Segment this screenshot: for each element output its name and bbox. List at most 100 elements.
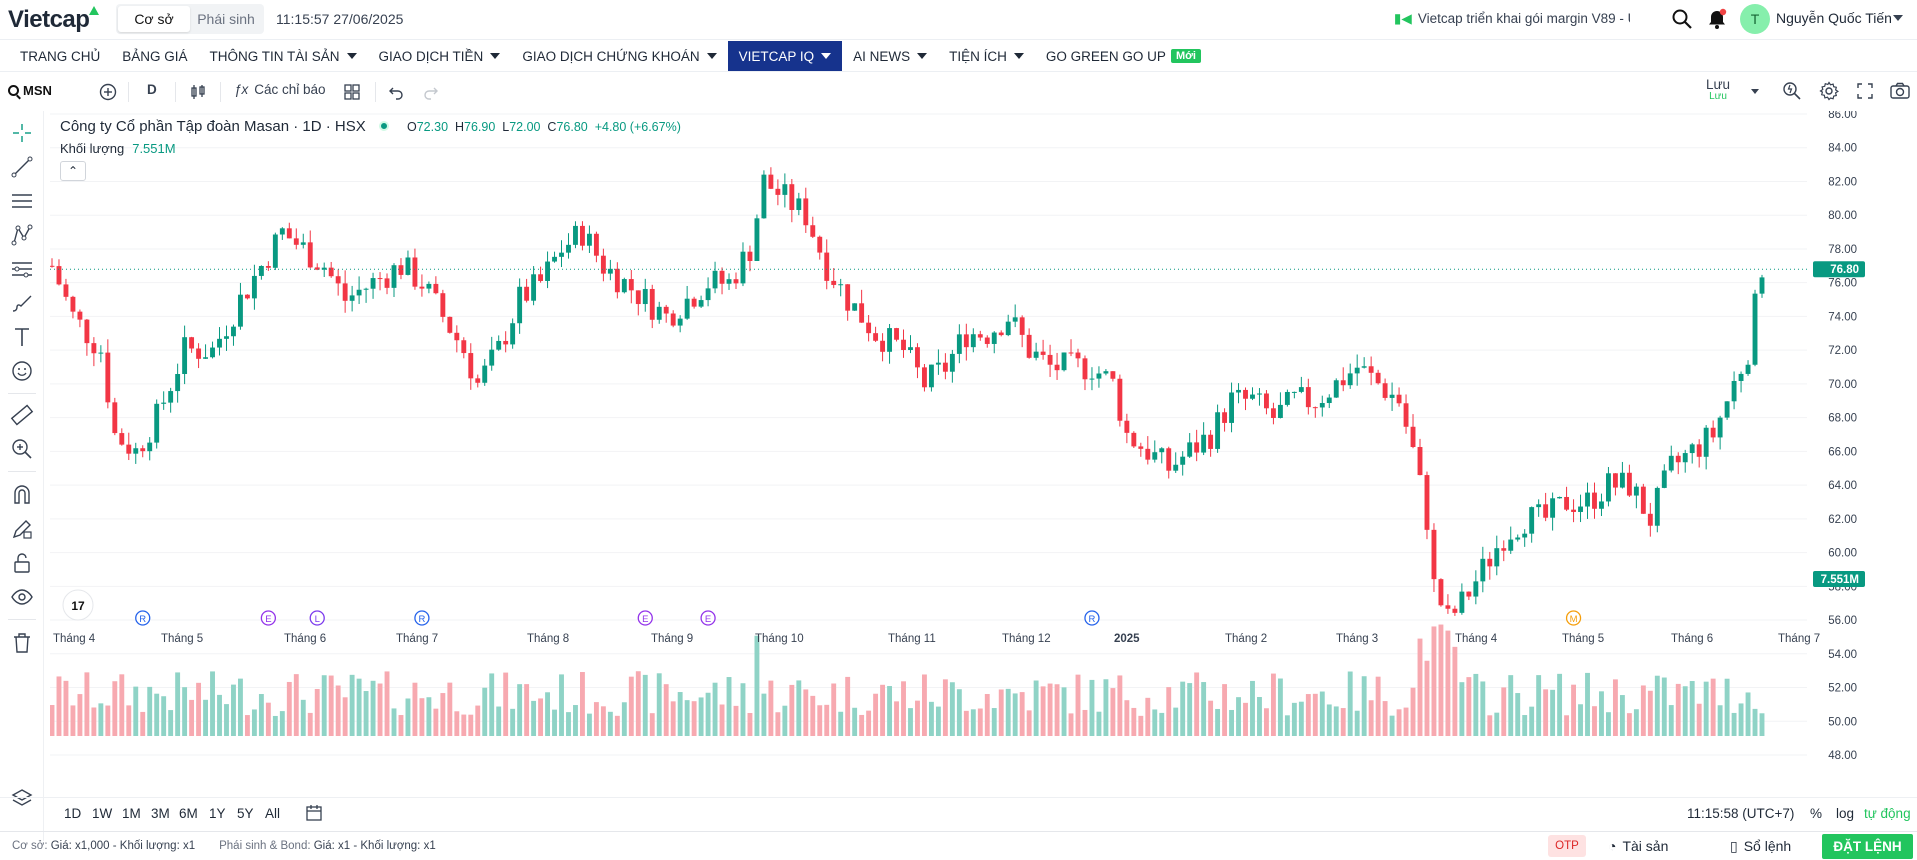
nav-item-4[interactable]: GIAO DỊCH CHỨNG KHOÁN bbox=[511, 41, 727, 71]
candle-body bbox=[335, 276, 341, 284]
range-1w[interactable]: 1W bbox=[92, 806, 113, 821]
fib-retracement-icon[interactable] bbox=[10, 189, 34, 213]
range-1m[interactable]: 1M bbox=[122, 806, 141, 821]
user-name[interactable]: Nguyễn Quốc Tiến bbox=[1776, 10, 1892, 26]
price-chart[interactable]: 86.00 84.00 82.00 80.00 78.00 76.00 74.00 72.00… bbox=[50, 111, 1867, 781]
undo-icon[interactable] bbox=[388, 84, 404, 100]
volume-bar bbox=[482, 687, 488, 736]
range-6m[interactable]: 6M bbox=[179, 806, 198, 821]
zoom-in-icon[interactable] bbox=[10, 437, 34, 461]
layers-icon[interactable] bbox=[10, 787, 34, 811]
indicators-button[interactable]: ƒx Các chỉ báo bbox=[234, 82, 326, 97]
volume-bar bbox=[915, 700, 920, 736]
zoom-quick-search-icon[interactable] bbox=[1782, 81, 1802, 101]
vietcap-logo[interactable]: Vietcap bbox=[8, 6, 100, 34]
candle-body bbox=[475, 378, 481, 383]
candle-body bbox=[161, 402, 167, 404]
volume-bar bbox=[1082, 709, 1088, 736]
event-marker-label: E bbox=[642, 614, 648, 625]
save-button[interactable]: Lưu Lưu bbox=[1706, 77, 1731, 102]
news-ticker[interactable]: ▮◀ Vietcap triển khai gói margin V89 - U bbox=[1394, 11, 1630, 26]
volume-bar bbox=[1724, 678, 1730, 736]
segment-phaisinh[interactable]: Phái sinh bbox=[197, 11, 255, 27]
nav-item-8[interactable]: GO GREEN GO UP Mới bbox=[1035, 41, 1212, 71]
trend-line-icon[interactable] bbox=[10, 155, 34, 179]
candle-body bbox=[684, 298, 690, 319]
pattern-icon[interactable] bbox=[10, 223, 34, 247]
collapse-legend-button[interactable]: ⌃ bbox=[60, 161, 86, 181]
layout-grid-icon[interactable] bbox=[343, 83, 361, 101]
event-marker-label: E bbox=[265, 614, 271, 625]
nav-item-5[interactable]: VIETCAP IQ bbox=[727, 41, 843, 71]
nav-item-2[interactable]: THÔNG TIN TÀI SẢN bbox=[199, 41, 368, 71]
chevron-down-icon[interactable] bbox=[1751, 89, 1759, 94]
range-5y[interactable]: 5Y bbox=[237, 806, 254, 821]
nav-item-1[interactable]: BẢNG GIÁ bbox=[111, 41, 198, 71]
candle-body bbox=[50, 265, 55, 267]
nav-item-label: TRANG CHỦ bbox=[20, 48, 101, 64]
nav-item-0[interactable]: TRANG CHỦ bbox=[0, 41, 111, 71]
order-book-button[interactable]: ▯ Sổ lệnh bbox=[1730, 838, 1792, 854]
emoji-icon[interactable] bbox=[10, 359, 34, 383]
range-1y[interactable]: 1Y bbox=[209, 806, 226, 821]
nav-item-6[interactable]: AI NEWS bbox=[842, 41, 938, 71]
volume-bar bbox=[1389, 715, 1395, 736]
magnet-icon[interactable] bbox=[10, 483, 34, 507]
search-icon[interactable] bbox=[1671, 8, 1693, 30]
volume-bar bbox=[412, 682, 418, 736]
otp-button[interactable]: OTP bbox=[1548, 835, 1586, 857]
volume-bar bbox=[1173, 707, 1179, 736]
volume-bar bbox=[1312, 693, 1318, 736]
candle-body bbox=[998, 332, 1004, 336]
candle-body bbox=[642, 288, 648, 305]
candle-body bbox=[761, 174, 767, 219]
camera-icon[interactable] bbox=[1889, 81, 1911, 101]
volume-bar bbox=[1347, 671, 1353, 736]
crosshair-icon[interactable] bbox=[10, 121, 34, 145]
lock-drawing-pencil-icon[interactable] bbox=[10, 517, 34, 541]
redo-icon[interactable] bbox=[423, 84, 439, 100]
percent-scale-toggle[interactable]: % bbox=[1810, 806, 1823, 821]
bell-icon[interactable] bbox=[1706, 8, 1728, 30]
candles-icon[interactable] bbox=[189, 83, 207, 101]
place-order-button[interactable]: ĐẶT LỆNH bbox=[1822, 834, 1913, 859]
range-3m[interactable]: 3M bbox=[151, 806, 170, 821]
go-to-date-icon[interactable] bbox=[304, 803, 324, 823]
volume-bar bbox=[600, 706, 606, 736]
brush-icon[interactable] bbox=[10, 291, 34, 315]
add-symbol-icon[interactable] bbox=[99, 83, 117, 101]
prediction-icon[interactable] bbox=[10, 257, 34, 281]
ruler-icon[interactable] bbox=[10, 403, 34, 427]
settings-gear-icon[interactable] bbox=[1819, 81, 1839, 101]
volume-bar bbox=[1578, 704, 1583, 736]
log-scale-toggle[interactable]: log bbox=[1836, 806, 1855, 821]
segment-coso[interactable]: Cơ sở bbox=[118, 6, 190, 32]
symbol-search[interactable]: MSN bbox=[8, 83, 52, 98]
nav-item-3[interactable]: GIAO DỊCH TIỀN bbox=[368, 41, 512, 71]
candle-body bbox=[524, 286, 530, 301]
volume-bar bbox=[1612, 679, 1618, 736]
volume-bar bbox=[1480, 681, 1486, 736]
fullscreen-icon[interactable] bbox=[1855, 81, 1875, 101]
assets-button[interactable]: ◔ Tài sản bbox=[1608, 838, 1669, 854]
nav-item-7[interactable]: TIỆN ÍCH bbox=[938, 41, 1035, 71]
volume-bar bbox=[691, 701, 697, 736]
text-icon[interactable] bbox=[10, 325, 34, 349]
ohlc-readout: O72.30 H76.90 L72.00 C76.80 +4.80 (+6.67… bbox=[407, 120, 681, 134]
event-marker-label: R bbox=[418, 614, 425, 625]
volume-bar bbox=[349, 674, 355, 736]
candle-body bbox=[1194, 442, 1200, 453]
range-all[interactable]: All bbox=[265, 806, 281, 821]
eye-icon[interactable] bbox=[10, 585, 34, 609]
interval-selector[interactable]: D bbox=[147, 82, 157, 97]
chevron-down-icon[interactable] bbox=[1893, 15, 1903, 21]
range-1d[interactable]: 1D bbox=[64, 806, 82, 821]
volume-bar bbox=[719, 704, 725, 736]
candle-body bbox=[412, 257, 418, 287]
lock-icon[interactable] bbox=[10, 551, 34, 575]
avatar[interactable]: T bbox=[1740, 4, 1770, 34]
auto-scale-toggle[interactable]: tự động bbox=[1864, 806, 1911, 821]
trash-icon[interactable] bbox=[10, 631, 34, 655]
candle-body bbox=[1201, 434, 1207, 453]
volume-bar bbox=[293, 674, 299, 736]
